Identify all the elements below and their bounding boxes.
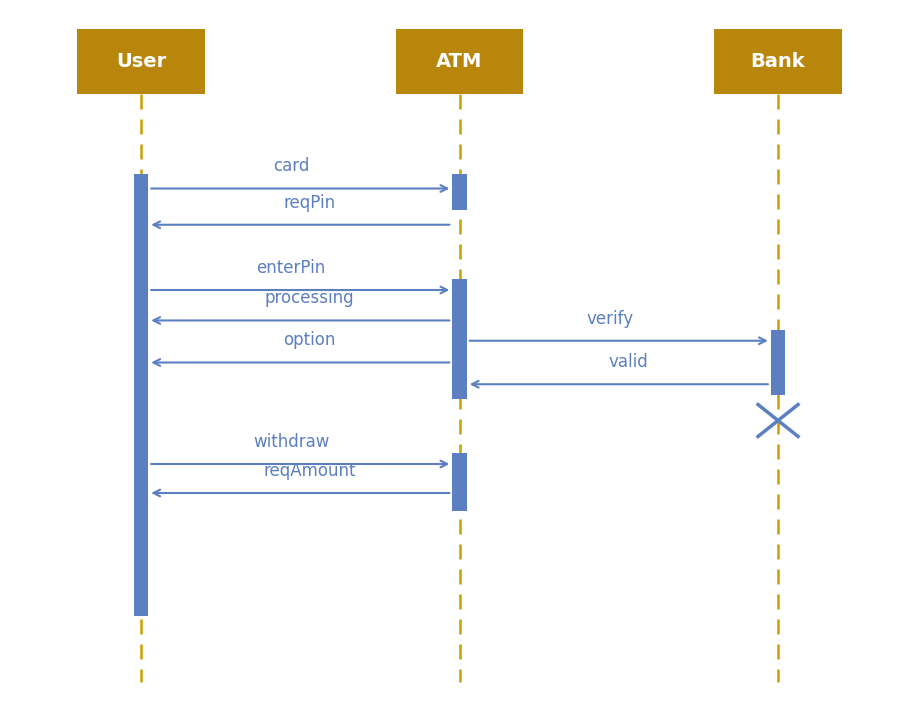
Text: Bank: Bank (751, 52, 805, 71)
Text: processing: processing (265, 289, 354, 307)
Text: valid: valid (608, 353, 648, 371)
Text: verify: verify (586, 310, 633, 328)
Text: option: option (283, 331, 336, 349)
Text: enterPin: enterPin (257, 259, 326, 277)
Text: reqAmount: reqAmount (263, 462, 356, 480)
Bar (714, 29, 842, 94)
Bar (396, 29, 523, 94)
Text: withdraw: withdraw (253, 433, 329, 451)
Bar (77, 29, 205, 94)
Bar (134, 174, 148, 616)
Text: reqPin: reqPin (283, 194, 336, 212)
Text: ATM: ATM (437, 52, 482, 71)
Text: card: card (273, 157, 309, 175)
Text: User: User (116, 52, 167, 71)
Bar (771, 330, 785, 395)
Bar (452, 174, 467, 210)
Bar (452, 453, 467, 511)
Bar (452, 279, 467, 399)
